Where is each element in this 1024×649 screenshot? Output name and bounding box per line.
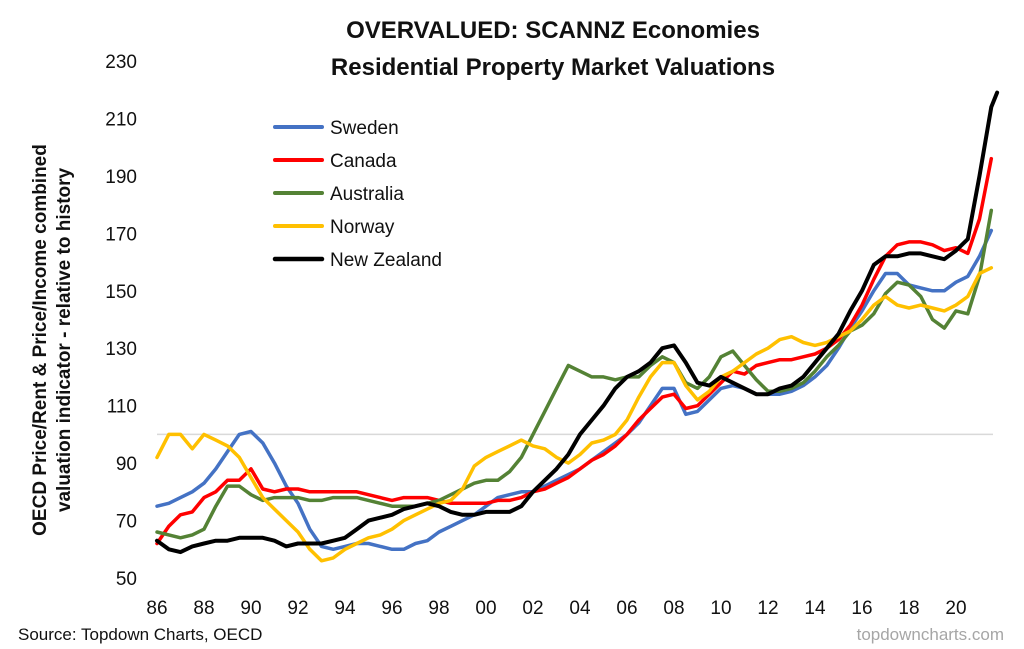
x-tick-label: 20 (945, 598, 966, 619)
legend-label-australia: Australia (330, 184, 404, 205)
y-axis-title-line-2: valuation indicator - relative to histor… (54, 167, 75, 512)
y-tick-label: 50 (116, 569, 137, 590)
x-tick-label: 90 (240, 598, 261, 619)
x-tick-label: 04 (569, 598, 591, 619)
y-tick-label: 230 (105, 52, 137, 73)
legend: Sweden Canada Australia Norway New Zealand (272, 118, 442, 271)
x-tick-label: 06 (616, 598, 637, 619)
x-tick-label: 00 (475, 598, 496, 619)
y-tick-labels: 50 70 90 110 130 150 170 190 210 230 (105, 52, 137, 590)
legend-label-new-zealand: New Zealand (330, 250, 442, 271)
series-lines (155, 90, 1000, 563)
x-tick-label: 18 (898, 598, 919, 619)
series-line-new-zealand (155, 90, 1000, 555)
y-axis-title: OECD Price/Rent & Price/Income combined … (30, 144, 75, 536)
chart-title-line-2: Residential Property Market Valuations (331, 54, 775, 81)
y-tick-label: 130 (105, 339, 137, 360)
legend-label-canada: Canada (330, 151, 397, 172)
y-axis-title-line-1: OECD Price/Rent & Price/Income combined (30, 144, 51, 536)
y-tick-label: 170 (105, 224, 137, 245)
chart-title-line-1: OVERVALUED: SCANNZ Economies (346, 17, 760, 44)
y-tick-label: 210 (105, 109, 137, 130)
x-tick-label: 86 (146, 598, 167, 619)
watermark: topdowncharts.com (857, 625, 1004, 644)
y-tick-label: 90 (116, 454, 137, 475)
legend-label-sweden: Sweden (330, 118, 399, 139)
legend-label-norway: Norway (330, 217, 395, 238)
x-tick-label: 16 (851, 598, 872, 619)
y-tick-label: 110 (107, 397, 137, 418)
x-tick-label: 94 (334, 598, 356, 619)
x-tick-label: 92 (287, 598, 308, 619)
y-tick-label: 190 (105, 167, 137, 188)
x-tick-labels: 86 88 90 92 94 96 98 00 02 04 06 08 10 12 14 16 18 20 (146, 598, 966, 619)
x-tick-label: 02 (522, 598, 543, 619)
x-tick-label: 88 (193, 598, 214, 619)
source-note: Source: Topdown Charts, OECD (18, 625, 262, 644)
y-tick-label: 150 (105, 282, 137, 303)
x-tick-label: 12 (757, 598, 778, 619)
series-line-canada (155, 156, 994, 546)
y-tick-label: 70 (116, 512, 137, 533)
x-tick-label: 98 (428, 598, 449, 619)
series-line-norway (155, 266, 994, 563)
x-tick-label: 96 (381, 598, 402, 619)
x-tick-label: 10 (710, 598, 731, 619)
x-tick-label: 14 (804, 598, 826, 619)
x-tick-label: 08 (663, 598, 684, 619)
